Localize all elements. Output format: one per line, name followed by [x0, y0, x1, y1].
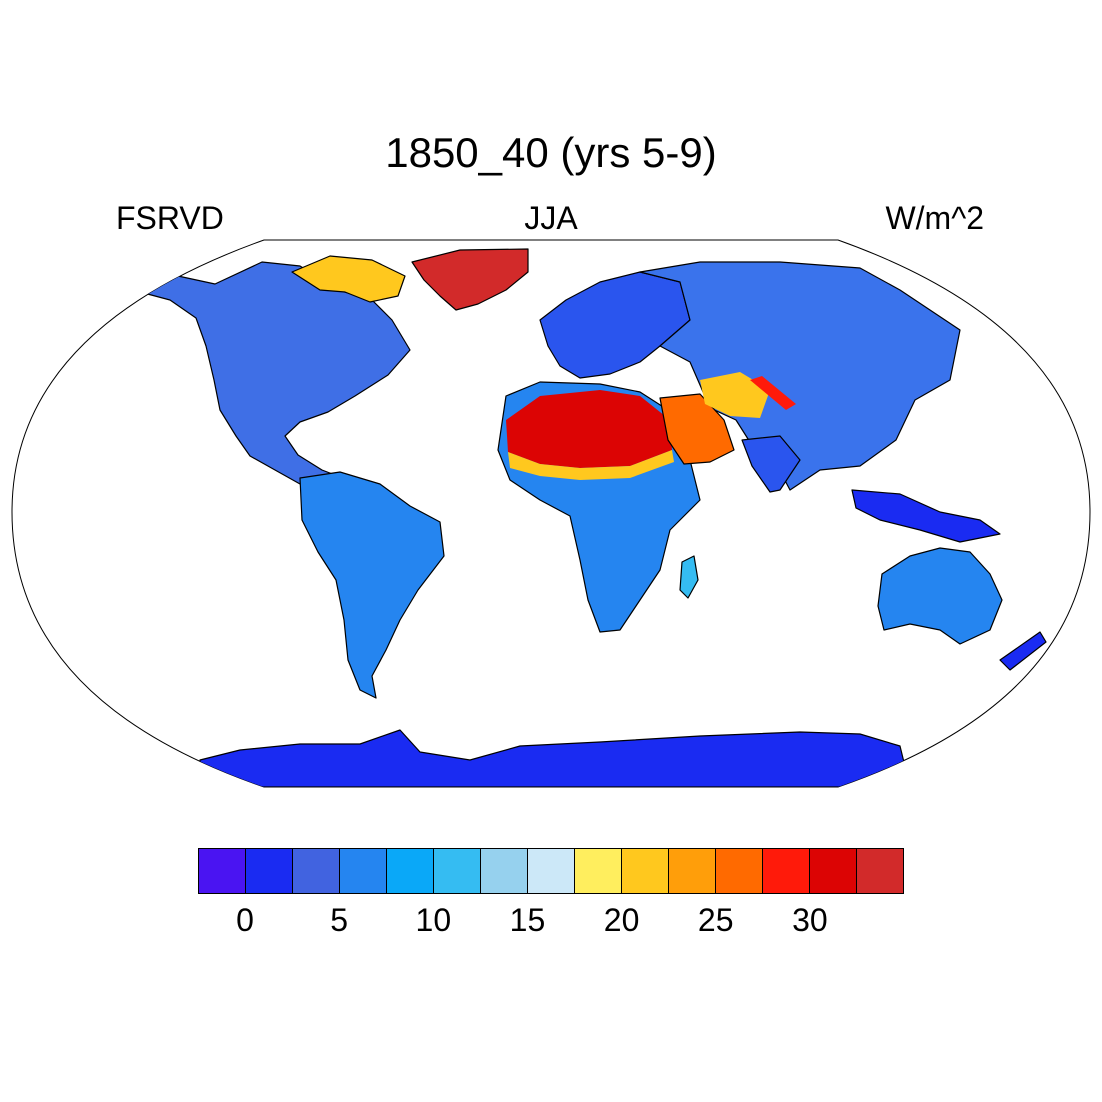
colorbar-box-7 [528, 849, 575, 893]
antarctica [199, 729, 911, 787]
colorbar-box-10 [669, 849, 716, 893]
colorbar-box-11 [716, 849, 763, 893]
colorbar-box-12 [763, 849, 810, 893]
colorbar [198, 848, 904, 894]
colorbar-tick-label: 5 [330, 902, 349, 938]
colorbar-tick-label: 30 [792, 902, 828, 938]
colorbar-box-5 [434, 849, 481, 893]
colorbar-tick-label: 0 [236, 902, 254, 938]
season-label: JJA [524, 200, 578, 236]
colorbar-tick-label: 25 [697, 902, 734, 938]
maritime-continent [851, 489, 1001, 543]
australia [877, 547, 1003, 645]
colorbar-box-3 [340, 849, 387, 893]
india [741, 435, 801, 493]
colorbar-box-6 [481, 849, 528, 893]
sahara [506, 390, 672, 468]
variable-name: FSRVD [116, 200, 224, 236]
colorbar-box-2 [293, 849, 340, 893]
tibet-streak [750, 376, 796, 410]
greenland [411, 248, 529, 311]
colorbar-box-9 [622, 849, 669, 893]
colorbar-tick-label: 10 [415, 902, 452, 938]
iran-plateau [700, 372, 770, 418]
colorbar-box-13 [810, 849, 857, 893]
colorbar-box-1 [246, 849, 293, 893]
asia [639, 261, 961, 491]
units-label: W/m^2 [885, 200, 984, 236]
plot-title: 1850_40 (yrs 5-9) [385, 129, 717, 176]
colorbar-box-0 [199, 849, 246, 893]
sahel [508, 450, 674, 480]
colorbar-tick-label: 15 [509, 902, 546, 938]
colorbar-box-4 [387, 849, 434, 893]
colorbar-box-14 [857, 849, 903, 893]
south-america [299, 471, 445, 699]
new-zealand [999, 631, 1047, 671]
madagascar [679, 555, 699, 599]
colorbar-tick-label: 20 [603, 902, 640, 938]
colorbar-box-8 [575, 849, 622, 893]
arctic-islands [291, 255, 406, 303]
